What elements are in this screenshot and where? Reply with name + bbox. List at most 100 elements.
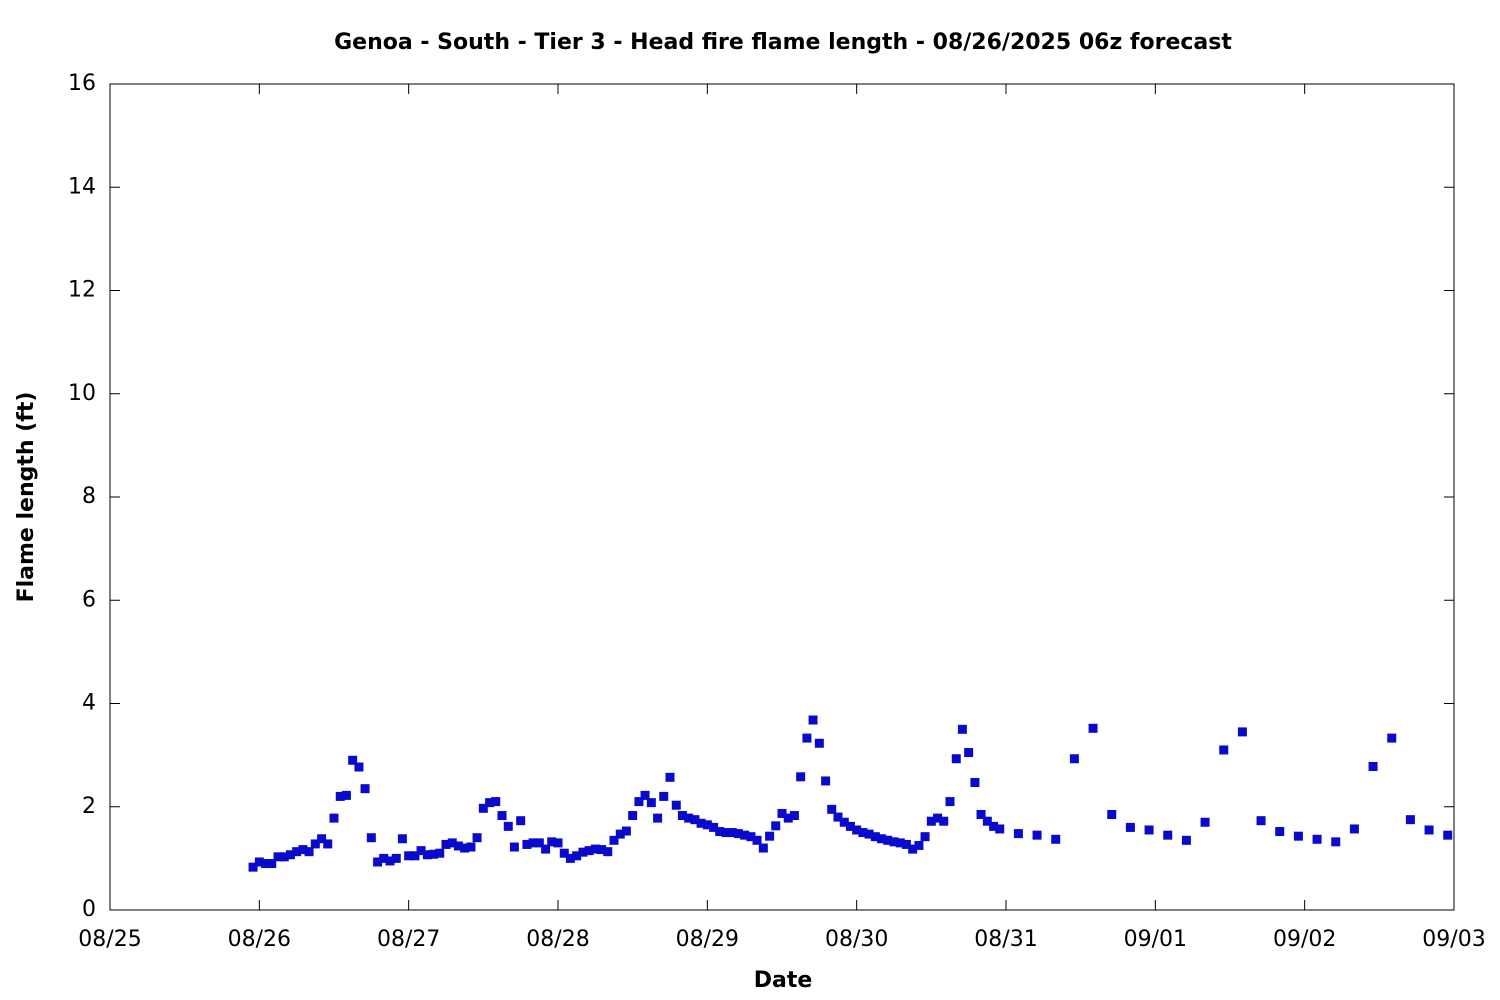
point	[783, 813, 793, 823]
point	[1069, 754, 1079, 764]
point	[709, 822, 719, 832]
point	[360, 784, 370, 794]
point	[323, 839, 333, 849]
point	[845, 821, 855, 831]
point	[901, 839, 911, 849]
point	[335, 791, 345, 801]
point	[814, 738, 824, 748]
point	[1424, 825, 1434, 835]
x-tick-label: 08/25	[78, 927, 141, 952]
point	[864, 829, 874, 839]
point	[373, 857, 383, 867]
point	[572, 851, 582, 861]
point	[933, 813, 943, 823]
point	[646, 798, 656, 808]
point	[366, 833, 376, 843]
point	[796, 772, 806, 782]
point	[951, 754, 961, 764]
point	[908, 844, 918, 854]
point	[945, 797, 955, 807]
point	[821, 776, 831, 786]
point	[1163, 830, 1173, 840]
x-tick-label: 09/01	[1124, 927, 1187, 952]
point	[1349, 824, 1359, 834]
y-tick-label: 6	[82, 587, 96, 612]
point	[989, 821, 999, 831]
point	[497, 811, 507, 821]
point	[883, 835, 893, 845]
point	[397, 834, 407, 844]
point	[889, 837, 899, 847]
point	[1219, 745, 1229, 755]
point	[379, 853, 389, 863]
point	[1051, 834, 1061, 844]
point	[715, 827, 725, 837]
point	[1331, 837, 1341, 847]
point	[920, 832, 930, 842]
y-tick-label: 12	[68, 278, 96, 303]
point	[298, 845, 308, 855]
point	[292, 847, 302, 857]
point	[609, 835, 619, 845]
x-tick-label: 08/26	[228, 927, 291, 952]
point	[354, 762, 364, 772]
point	[404, 851, 414, 861]
point	[422, 850, 432, 860]
point	[273, 852, 283, 862]
point	[615, 829, 625, 839]
point	[1125, 822, 1135, 832]
point	[597, 845, 607, 855]
point	[740, 830, 750, 840]
point	[640, 790, 650, 800]
x-tick-label: 09/03	[1422, 927, 1485, 952]
point	[248, 862, 258, 872]
point	[1387, 733, 1397, 743]
point	[1275, 827, 1285, 837]
point	[970, 777, 980, 787]
point	[503, 821, 513, 831]
point	[341, 790, 351, 800]
point	[578, 847, 588, 857]
point	[746, 832, 756, 842]
point	[653, 813, 663, 823]
point	[590, 844, 600, 854]
point	[727, 828, 737, 838]
point	[547, 837, 557, 847]
point	[1107, 809, 1117, 819]
point	[429, 849, 439, 859]
point	[267, 859, 277, 869]
y-tick-label: 4	[82, 691, 96, 716]
point	[528, 838, 538, 848]
point	[789, 811, 799, 821]
point	[1237, 727, 1247, 737]
point	[466, 842, 476, 852]
point	[491, 797, 501, 807]
x-tick-label: 08/27	[377, 927, 440, 952]
point	[628, 811, 638, 821]
point	[877, 834, 887, 844]
point	[982, 816, 992, 826]
point	[914, 840, 924, 850]
point	[522, 839, 532, 849]
y-tick-label: 2	[82, 794, 96, 819]
point	[721, 828, 731, 838]
y-axis-label: Flame length (ft)	[14, 392, 39, 603]
point	[765, 831, 775, 841]
point	[254, 857, 264, 867]
point	[416, 846, 426, 856]
point	[534, 838, 544, 848]
y-tick-label: 8	[82, 484, 96, 509]
point	[677, 811, 687, 821]
point	[391, 853, 401, 863]
point	[1256, 816, 1266, 826]
point	[453, 841, 463, 851]
point	[485, 798, 495, 808]
point	[348, 755, 358, 765]
point	[665, 772, 675, 782]
y-tick-label: 16	[68, 71, 96, 96]
point	[702, 820, 712, 830]
point	[733, 829, 743, 839]
point	[472, 833, 482, 843]
